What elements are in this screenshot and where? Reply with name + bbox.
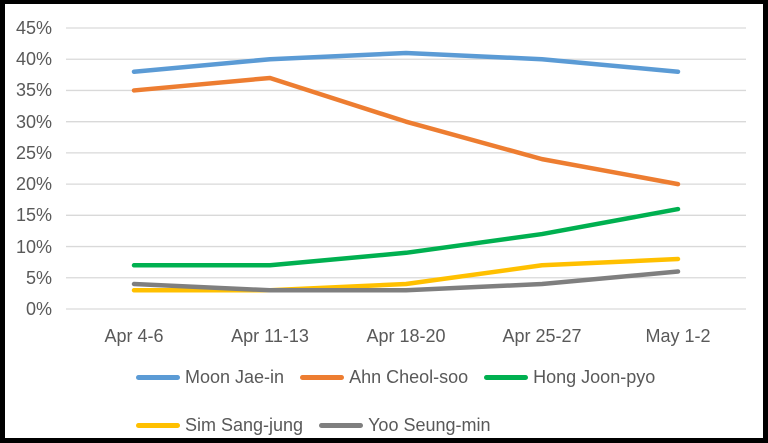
x-axis-label: Apr 25-27 [502,326,582,346]
x-axis-label: May 1-2 [645,326,711,346]
y-axis: 0% 5% 10% 15% 20% 25% 30% 35% 40% 45% [5,4,58,344]
series-line-hong-joon-pyo [131,206,681,268]
series-line-yoo-seung-min [131,269,681,293]
legend-item-hong-joon-pyo: Hong Joon-pyo [484,366,655,388]
x-axis-label: Apr 4-6 [104,326,164,346]
legend-label: Ahn Cheol-soo [349,367,469,387]
series-line-moon-jae-in [131,50,681,74]
legend-marker [300,374,345,380]
y-axis-tick-label: 5% [25,267,52,288]
legend: Moon Jae-in Ahn Cheol-soo Hong Joon-pyo Sim… [136,366,696,436]
y-axis-tick-label: 45% [15,18,52,38]
x-axis-label: Apr 18-20 [366,326,446,346]
y-axis-tick-label: 10% [15,236,52,257]
legend-item-yoo-seung-min: Yoo Seung-min [319,414,491,436]
series-line-ahn-cheol-soo [131,75,681,187]
poll-line-chart: 0% 5% 10% 15% 20% 25% 30% 35% 40% 45% Apr 4-6 Apr … [5,4,762,436]
y-axis-tick-label: 35% [15,80,52,101]
y-axis-tick-label: 30% [15,111,52,132]
legend-label: Yoo Seung-min [368,415,491,435]
y-axis-tick-label: 0% [25,299,52,319]
legend-marker [484,374,529,380]
legend-item-moon-jae-in: Moon Jae-in [136,366,284,388]
legend-label: Moon Jae-in [185,367,285,387]
legend-marker [136,374,180,380]
plot-area [66,27,746,310]
legend-item-ahn-cheol-soo: Ahn Cheol-soo [300,366,468,388]
legend-item-sim-sang-jung: Sim Sang-jung [136,414,303,436]
legend-label: Hong Joon-pyo [533,367,656,387]
legend-label: Sim Sang-jung [185,415,304,435]
y-axis-tick-label: 25% [15,142,52,163]
x-axis-label: Apr 11-13 [231,326,309,346]
legend-marker [319,422,364,428]
y-axis-tick-label: 20% [15,174,52,195]
y-axis-tick-label: 15% [15,205,52,226]
legend-marker [136,422,180,428]
y-axis-tick-label: 40% [15,49,52,70]
